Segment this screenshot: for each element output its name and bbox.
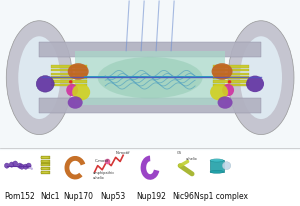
Ellipse shape <box>41 172 50 173</box>
Ellipse shape <box>222 162 231 170</box>
Bar <box>213 77 249 80</box>
Ellipse shape <box>9 162 14 167</box>
Ellipse shape <box>222 84 234 97</box>
Ellipse shape <box>98 58 202 99</box>
Text: Nsp1 complex: Nsp1 complex <box>194 191 247 200</box>
Ellipse shape <box>20 164 24 169</box>
Bar <box>39 43 261 58</box>
Ellipse shape <box>31 168 33 170</box>
Bar <box>213 84 249 87</box>
Bar <box>41 164 50 167</box>
Ellipse shape <box>36 76 54 93</box>
Text: GS: GS <box>177 151 182 154</box>
Bar <box>213 70 249 72</box>
Bar <box>41 156 50 159</box>
Bar <box>210 161 224 172</box>
Ellipse shape <box>66 84 78 97</box>
Bar <box>51 73 87 76</box>
Ellipse shape <box>4 163 9 169</box>
Text: Nup170: Nup170 <box>63 191 93 200</box>
Bar <box>84 76 216 79</box>
Ellipse shape <box>228 22 294 135</box>
Ellipse shape <box>41 164 50 166</box>
Bar <box>213 81 249 83</box>
Ellipse shape <box>41 157 50 159</box>
Ellipse shape <box>246 76 264 93</box>
Ellipse shape <box>210 159 224 162</box>
Text: Pom152: Pom152 <box>4 191 35 200</box>
Ellipse shape <box>23 164 28 169</box>
Ellipse shape <box>218 97 232 109</box>
Ellipse shape <box>18 37 60 119</box>
Bar <box>75 52 225 105</box>
Bar <box>39 99 261 113</box>
Text: amphipathic
a-helix: amphipathic a-helix <box>93 171 116 179</box>
Ellipse shape <box>68 97 83 109</box>
Ellipse shape <box>228 81 231 84</box>
Ellipse shape <box>26 163 31 169</box>
Text: Nic96: Nic96 <box>172 191 194 200</box>
Text: Nup53: Nup53 <box>100 191 125 200</box>
Bar <box>213 73 249 76</box>
Ellipse shape <box>210 84 228 101</box>
Text: N-motif: N-motif <box>116 151 130 154</box>
Bar <box>51 81 87 83</box>
Ellipse shape <box>69 81 73 84</box>
Text: C-motif: C-motif <box>95 159 109 163</box>
Ellipse shape <box>13 161 18 166</box>
Ellipse shape <box>68 64 89 80</box>
Bar <box>41 167 50 170</box>
FancyBboxPatch shape <box>0 0 300 150</box>
Ellipse shape <box>210 171 224 173</box>
Bar <box>51 66 87 68</box>
Ellipse shape <box>41 168 50 170</box>
Bar <box>51 70 87 72</box>
Ellipse shape <box>41 161 50 162</box>
Ellipse shape <box>72 84 90 101</box>
Ellipse shape <box>6 22 72 135</box>
Text: a-helix: a-helix <box>185 157 197 161</box>
Bar <box>213 66 249 68</box>
Ellipse shape <box>240 37 282 119</box>
Bar <box>41 171 50 174</box>
Bar <box>51 84 87 87</box>
Bar <box>51 77 87 80</box>
Ellipse shape <box>17 163 22 169</box>
Text: Nup192: Nup192 <box>137 191 167 200</box>
Ellipse shape <box>212 64 233 80</box>
Ellipse shape <box>29 167 32 169</box>
Text: Ndc1: Ndc1 <box>40 191 59 200</box>
Bar <box>41 160 50 163</box>
